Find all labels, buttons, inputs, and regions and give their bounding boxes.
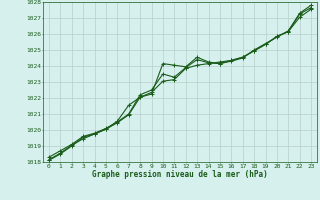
X-axis label: Graphe pression niveau de la mer (hPa): Graphe pression niveau de la mer (hPa)	[92, 170, 268, 179]
